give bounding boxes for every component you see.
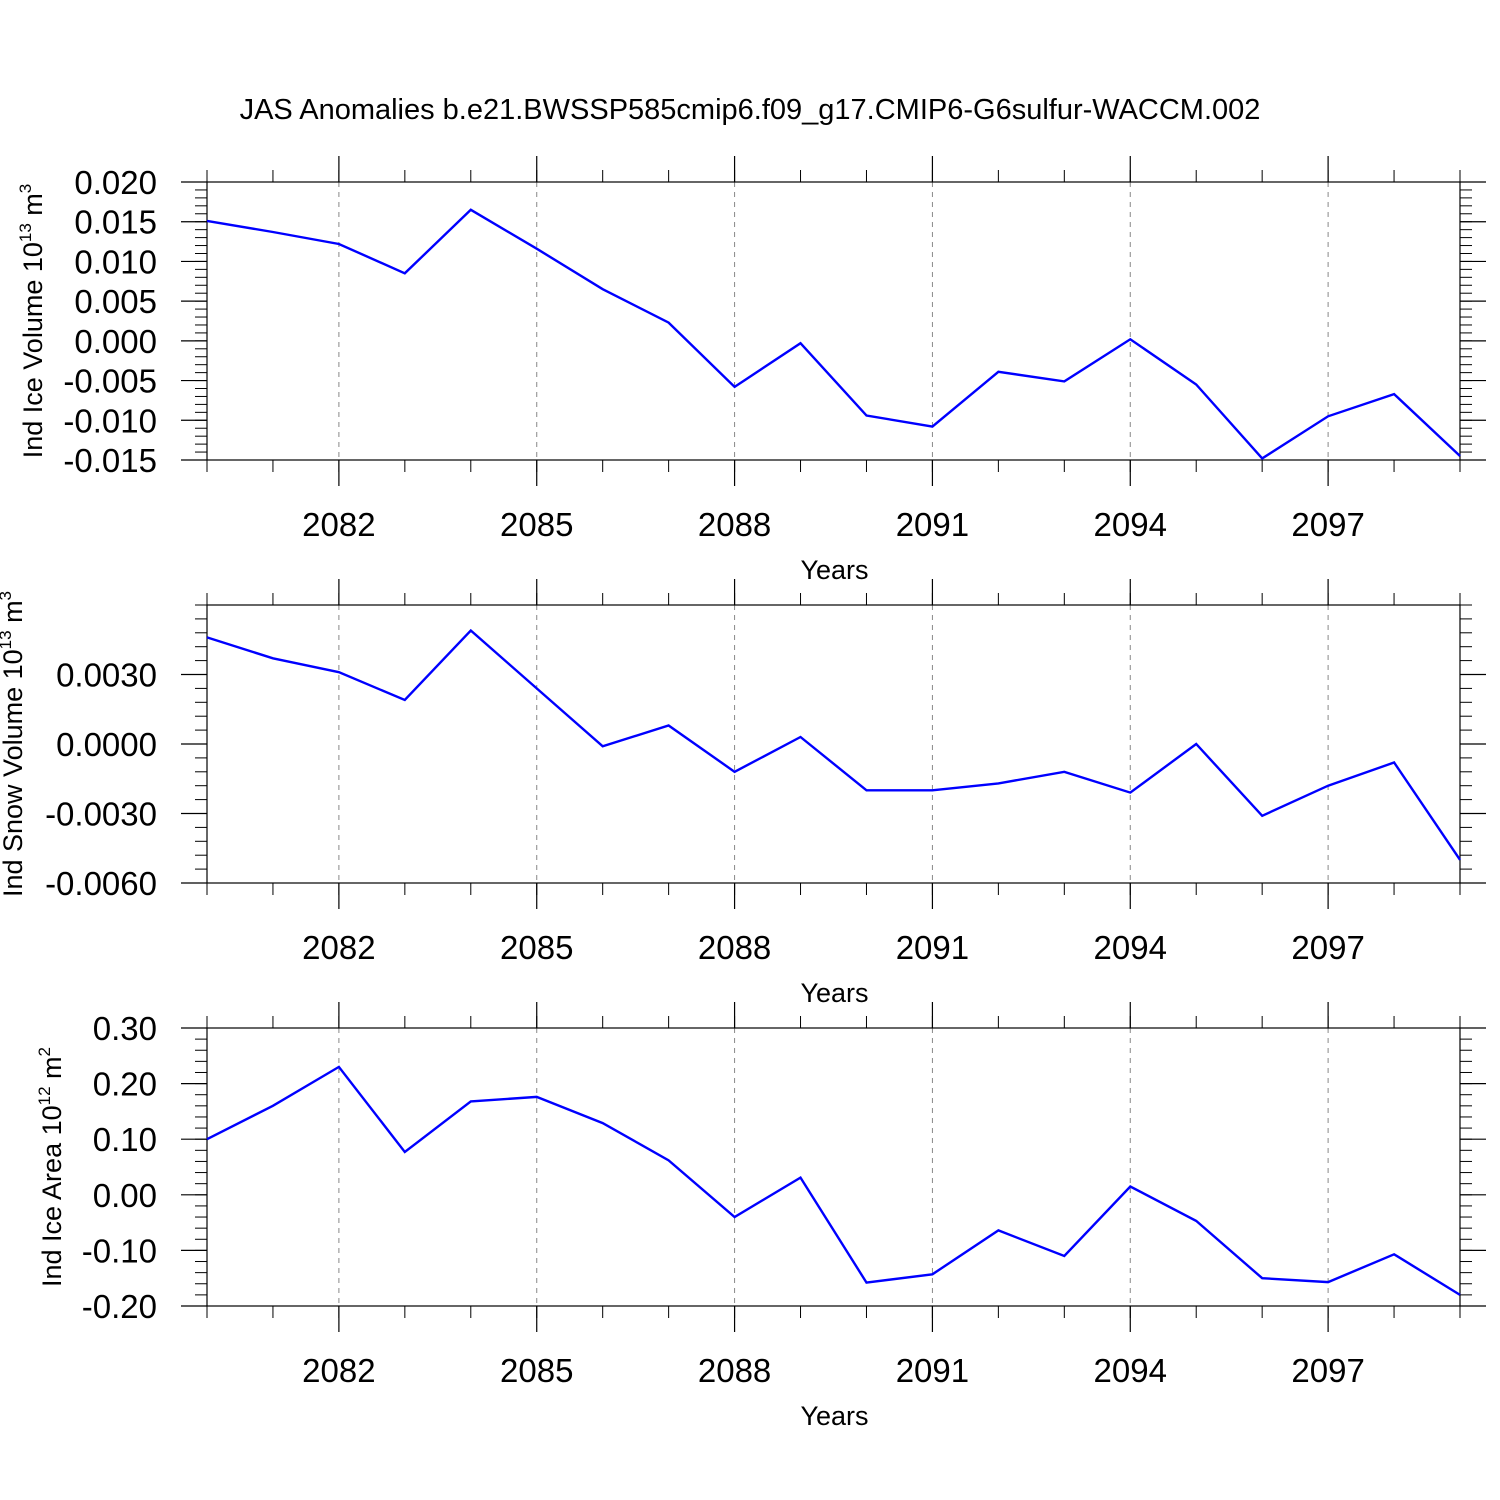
x-tick-label: 2091 bbox=[896, 506, 969, 543]
x-tick-label: 2085 bbox=[500, 1352, 573, 1389]
x-axis-label: Years bbox=[800, 555, 868, 585]
y-axis-label-superscript: 13 bbox=[16, 223, 35, 242]
x-tick-label: 2088 bbox=[698, 929, 771, 966]
y-axis-label-text: m bbox=[0, 600, 28, 630]
x-tick-label: 2085 bbox=[500, 929, 573, 966]
y-tick-label: -0.010 bbox=[63, 402, 157, 439]
y-axis-label-text: Ind Ice Volume 10 bbox=[18, 242, 48, 458]
x-tick-label: 2082 bbox=[302, 929, 375, 966]
plot-frame bbox=[206, 1027, 1461, 1307]
x-axis-label: Years bbox=[800, 1401, 868, 1431]
y-tick-label: 0.005 bbox=[74, 283, 157, 320]
y-axis-label: Ind Ice Volume 1013 m3 bbox=[16, 184, 48, 459]
y-axis-label-superscript: 2 bbox=[35, 1047, 54, 1056]
chart-panel-2: 2082 2085 2088 2091 2094 2097 -0.0060 -0.0030 0.… bbox=[0, 579, 1486, 1008]
series-line bbox=[206, 1065, 1461, 1296]
x-tick-label: 2094 bbox=[1094, 929, 1167, 966]
chart-panel-1: 2082 2085 2088 2091 2094 2097 -0.015-0.010-0.0… bbox=[16, 156, 1486, 585]
plot-frame bbox=[206, 604, 1461, 884]
y-tick-label: -0.015 bbox=[63, 442, 157, 479]
x-tick-label: 2097 bbox=[1291, 506, 1364, 543]
y-tick-label: 0.0000 bbox=[56, 726, 157, 763]
x-tick-label: 2082 bbox=[302, 506, 375, 543]
figure-title: JAS Anomalies b.e21.BWSSP585cmip6.f09_g1… bbox=[240, 94, 1261, 126]
y-axis-label-text: m bbox=[37, 1056, 67, 1086]
y-tick-label: -0.0060 bbox=[45, 865, 157, 902]
x-tick-label: 2085 bbox=[500, 506, 573, 543]
panels: 2082 2085 2088 2091 2094 2097-0.015-0.010-0.0… bbox=[0, 156, 1486, 1431]
y-axis-label-superscript: 12 bbox=[35, 1086, 54, 1105]
x-axis-label: Years bbox=[800, 978, 868, 1008]
y-axis-label-superscript: 13 bbox=[0, 630, 15, 649]
x-tick-label: 2094 bbox=[1094, 1352, 1167, 1389]
series-line bbox=[206, 628, 1461, 861]
y-axis-label-text: m bbox=[18, 193, 48, 223]
y-tick-label: 0.30 bbox=[93, 1010, 157, 1047]
y-axis-label-superscript: 3 bbox=[16, 184, 35, 193]
y-tick-label: -0.005 bbox=[63, 363, 157, 400]
y-tick-label: 0.020 bbox=[74, 164, 157, 201]
x-tick-label: 2082 bbox=[302, 1352, 375, 1389]
y-axis-label-text: Ind Ice Area 10 bbox=[37, 1105, 67, 1287]
y-axis-label: Ind Ice Area 1012 m2 bbox=[35, 1047, 67, 1287]
x-tick-label: 2091 bbox=[896, 929, 969, 966]
x-tick-label: 2094 bbox=[1094, 506, 1167, 543]
y-tick-label: 0.015 bbox=[74, 204, 157, 241]
x-tick-label: 2097 bbox=[1291, 1352, 1364, 1389]
series-line bbox=[206, 208, 1461, 460]
y-tick-label: 0.20 bbox=[93, 1066, 157, 1103]
y-tick-label: 0.10 bbox=[93, 1121, 157, 1158]
y-tick-label: 0.010 bbox=[74, 243, 157, 280]
y-tick-label: -0.0030 bbox=[45, 796, 157, 833]
plot-frame bbox=[206, 181, 1461, 461]
y-tick-label: -0.10 bbox=[82, 1232, 157, 1269]
y-tick-label: 0.000 bbox=[74, 323, 157, 360]
chart-panel-3: 2082 2085 2088 2091 2094 2097 -0.20 -0.10 0.00 0.… bbox=[35, 1002, 1486, 1431]
y-tick-label: 0.00 bbox=[93, 1177, 157, 1214]
x-tick-label: 2097 bbox=[1291, 929, 1364, 966]
y-axis-label: Ind Snow Volume 1013 m3 bbox=[0, 591, 28, 897]
y-axis-label-text: Ind Snow Volume 10 bbox=[0, 649, 28, 897]
y-tick-label: 0.0030 bbox=[56, 657, 157, 694]
y-tick-label: -0.20 bbox=[82, 1288, 157, 1325]
x-tick-label: 2088 bbox=[698, 506, 771, 543]
x-tick-label: 2088 bbox=[698, 1352, 771, 1389]
y-axis-label-superscript: 3 bbox=[0, 591, 15, 600]
x-tick-label: 2091 bbox=[896, 1352, 969, 1389]
